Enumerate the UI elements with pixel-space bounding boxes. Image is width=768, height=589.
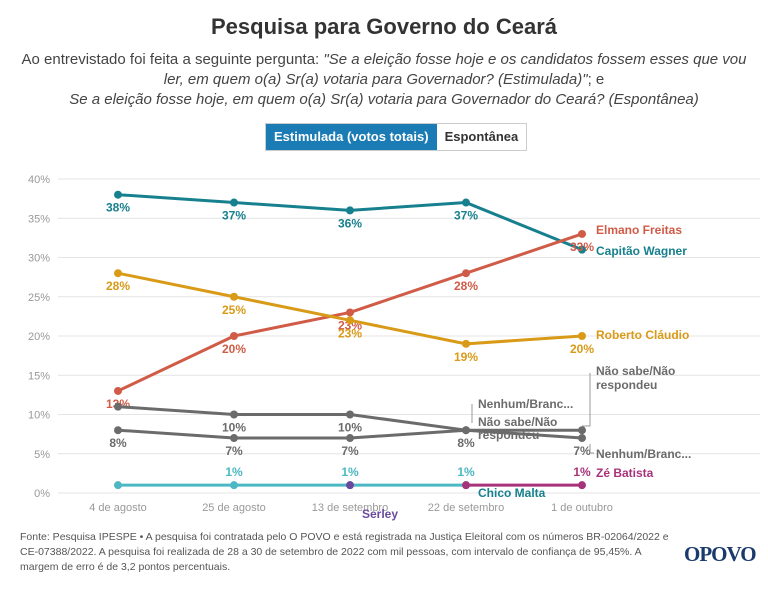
subtitle-question-2: Se a eleição fosse hoje, em quem o(a) Sr…	[69, 91, 699, 108]
x-tick-label: 22 de setembro	[428, 502, 504, 514]
callout-label: respondeu	[478, 428, 539, 442]
data-point	[230, 198, 238, 207]
data-point	[230, 434, 238, 443]
opovo-logo: OPOVO	[684, 542, 757, 566]
line-chart: 0% 5% 10% 15% 20% 25% 30% 35% 40% 4 de agosto 25 d…	[28, 174, 760, 521]
x-tick-label: 25 de agosto	[202, 502, 266, 514]
leader-line	[589, 444, 594, 454]
data-label: 37%	[222, 209, 246, 223]
data-point	[114, 386, 122, 395]
data-point	[114, 269, 122, 278]
data-label: 1%	[457, 465, 475, 479]
data-point	[346, 316, 354, 325]
series-end-label: Serley	[362, 507, 398, 521]
tab-espontanea[interactable]: Espontânea	[436, 124, 527, 150]
data-label: 1%	[341, 465, 359, 479]
series-end-label: Não sabe/Não	[596, 364, 675, 378]
data-point	[230, 292, 238, 301]
data-point	[462, 339, 470, 348]
data-point	[462, 269, 470, 278]
data-label: 38%	[106, 201, 130, 215]
leader-line	[582, 373, 591, 427]
data-point	[578, 245, 586, 254]
y-tick-label: 35%	[28, 213, 50, 225]
subtitle-mid: ; e	[587, 71, 605, 88]
data-point	[346, 481, 354, 490]
data-label: 28%	[454, 279, 478, 293]
subtitle-question-1: "Se a eleição fosse hoje e os candidatos…	[163, 51, 747, 88]
chart-subtitle: Ao entrevistado foi feita a seguinte per…	[20, 50, 748, 110]
series-end-label: Capitão Wagner	[596, 244, 687, 258]
data-point	[114, 426, 122, 435]
data-label: 25%	[222, 303, 246, 317]
x-tick-label: 13 de setembro	[312, 502, 388, 514]
data-label: 10%	[222, 421, 246, 435]
data-point	[230, 410, 238, 419]
data-point	[578, 426, 586, 435]
x-tick-label: 1 de outubro	[551, 502, 613, 514]
data-label: 10%	[338, 421, 362, 435]
series-end-label: Nenhum/Branc...	[596, 447, 691, 461]
chart-title: Pesquisa para Governo do Ceará	[210, 14, 558, 39]
data-label: 7%	[341, 444, 359, 458]
data-label: 8%	[457, 436, 475, 450]
data-label: 8%	[109, 436, 127, 450]
data-label: 28%	[106, 279, 130, 293]
x-tick-label: 4 de agosto	[89, 502, 147, 514]
y-tick-label: 15%	[28, 370, 50, 382]
data-label: 1%	[573, 465, 591, 479]
data-label: 37%	[454, 209, 478, 223]
data-label: 23%	[338, 326, 362, 340]
y-tick-label: 0%	[34, 488, 50, 500]
subtitle-prefix: Ao entrevistado foi feita a seguinte per…	[21, 51, 324, 68]
y-tick-label: 40%	[28, 174, 50, 186]
data-label: 7%	[573, 444, 591, 458]
data-point	[578, 434, 586, 443]
data-point	[346, 308, 354, 317]
data-label: 20%	[570, 342, 594, 356]
data-point	[346, 410, 354, 419]
data-point	[578, 481, 586, 490]
data-point	[114, 190, 122, 199]
data-label: 7%	[225, 444, 243, 458]
footer-note: Fonte: Pesquisa IPESPE • A pesquisa foi …	[20, 531, 669, 573]
data-point	[114, 402, 122, 411]
series-end-label: respondeu	[596, 378, 657, 392]
data-label: 20%	[222, 342, 246, 356]
series-end-label: Elmano Freitas	[596, 223, 682, 237]
y-tick-label: 5%	[34, 449, 50, 461]
data-point	[230, 332, 238, 340]
y-tick-label: 10%	[28, 410, 50, 422]
y-tick-label: 25%	[28, 292, 50, 304]
data-point	[114, 481, 122, 490]
y-tick-label: 30%	[28, 253, 50, 265]
callout-label: Não sabe/Não	[478, 415, 557, 429]
series-end-label: Chico Malta	[478, 486, 546, 500]
data-label: 19%	[454, 350, 478, 364]
data-point	[578, 229, 586, 238]
data-label: 36%	[338, 216, 362, 230]
tab-estimulada[interactable]: Estimulada (votos totais)	[266, 124, 437, 150]
data-point	[230, 481, 238, 490]
series-end-label: Roberto Cláudio	[596, 328, 689, 342]
data-point	[346, 434, 354, 443]
y-tick-label: 20%	[28, 331, 50, 343]
data-point	[462, 426, 470, 435]
callout-label: Nenhum/Branc...	[478, 397, 573, 411]
data-point	[462, 198, 470, 207]
tab-bar: Estimulada (votos totais) Espontânea	[265, 123, 528, 151]
series-end-label: Zé Batista	[596, 466, 654, 480]
data-label: 1%	[225, 465, 243, 479]
data-point	[346, 206, 354, 215]
data-label: 33%	[570, 240, 594, 254]
data-point	[578, 332, 586, 340]
data-point	[462, 481, 470, 490]
